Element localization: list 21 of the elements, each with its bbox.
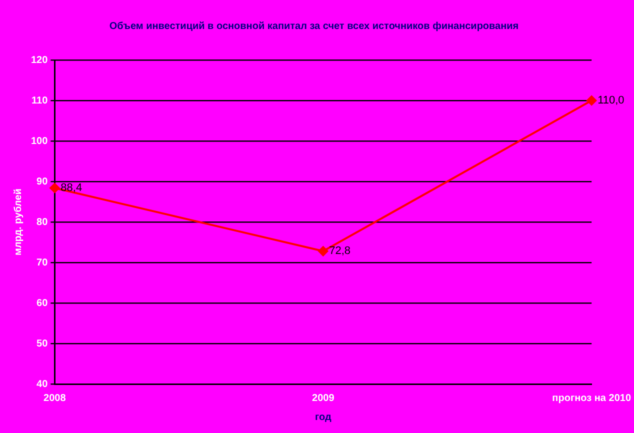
y-tick-label: 40 <box>36 378 48 390</box>
data-label: 72,8 <box>329 245 351 258</box>
x-tick-label: 2009 <box>312 392 335 404</box>
y-tick-label: 120 <box>30 54 48 66</box>
y-tick-label: 50 <box>36 338 48 350</box>
y-tick-label: 60 <box>36 298 48 309</box>
chart-title: Объем инвестиций в основной капитал за счет всех источников финансирования <box>109 20 519 32</box>
y-tick-label: 70 <box>36 257 48 268</box>
y-axis-title: млрд. рублей <box>12 188 24 256</box>
point <box>586 96 597 106</box>
point <box>50 182 60 193</box>
y-tick-label: 90 <box>36 176 48 188</box>
point <box>318 246 328 256</box>
x-tick-label: 2008 <box>44 392 66 404</box>
y-tick-label: 100 <box>30 136 48 147</box>
y-tick-label: 110 <box>32 95 48 106</box>
data-label: 88,4 <box>60 182 82 194</box>
x-axis-title: год <box>314 412 332 423</box>
x-tick-label: прогноз на 2010 <box>552 392 632 404</box>
data-label: 110,0 <box>598 94 624 107</box>
y-tick-label: 80 <box>36 216 48 228</box>
